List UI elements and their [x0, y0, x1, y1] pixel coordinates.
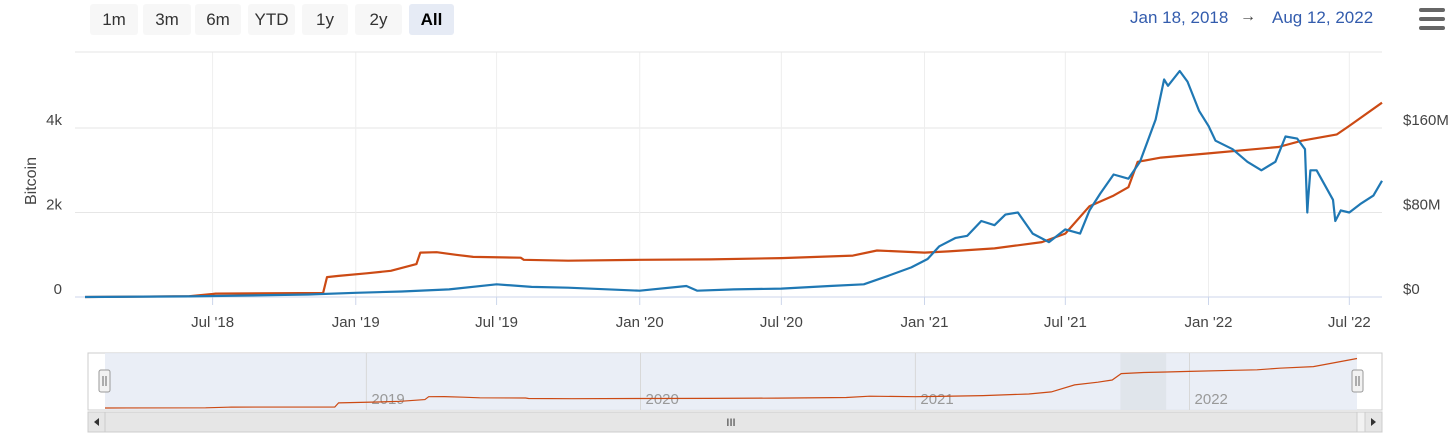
navigator-series-line: [104, 357, 1358, 409]
y2-tick-label: $80M: [1403, 197, 1441, 214]
navigator-tick-label: 2019: [371, 391, 404, 408]
y-tick-label: 2k: [46, 197, 62, 214]
x-tick-label: Jul '20: [760, 314, 803, 331]
x-tick-label: Jul '19: [475, 314, 518, 331]
x-axis: Jul '18 Jan '19 Jul '19 Jan '20 Jul '20 Jan '…: [75, 296, 1382, 331]
y-axis-left: 0 2k 4k: [46, 112, 62, 298]
scroll-right-arrow-icon: [1371, 418, 1376, 426]
scroll-right-button[interactable]: [1364, 411, 1383, 433]
series-layer: [84, 69, 1383, 299]
range-button-1m[interactable]: 1m: [90, 4, 138, 35]
navigator-selected-range[interactable]: [105, 353, 1357, 410]
range-button-ytd[interactable]: YTD: [248, 4, 295, 35]
x-tick-label: Jul '18: [191, 314, 234, 331]
navigator[interactable]: 2019 2020 2021 2022: [87, 352, 1383, 411]
x-tick-label: Jul '22: [1328, 314, 1371, 331]
navigator-right-handle[interactable]: [1351, 369, 1364, 393]
x-tick-label: Jul '21: [1044, 314, 1087, 331]
hamburger-menu-icon[interactable]: [1419, 8, 1445, 32]
y-axis-right: $0 $80M $160M: [1403, 112, 1449, 298]
scrollbar[interactable]: III: [87, 411, 1383, 433]
y-tick-label: 4k: [46, 112, 62, 129]
range-button-1y[interactable]: 1y: [302, 4, 348, 35]
date-from-input[interactable]: Jan 18, 2018: [1130, 8, 1229, 27]
x-tick-label: Jan '21: [901, 314, 949, 331]
scroll-left-arrow-icon: [94, 418, 99, 426]
range-button-3m[interactable]: 3m: [143, 4, 191, 35]
range-button-all[interactable]: All: [409, 4, 454, 35]
navigator-grid: 2019 2020 2021 2022: [365, 353, 1228, 410]
navigator-data-gap: [1120, 353, 1167, 410]
y2-tick-label: $0: [1403, 281, 1420, 298]
scrollbar-grip: III: [726, 417, 735, 429]
x-tick-label: Jan '22: [1185, 314, 1233, 331]
series-line-1: [84, 69, 1383, 299]
y2-tick-label: $160M: [1403, 112, 1449, 129]
range-button-6m[interactable]: 6m: [195, 4, 241, 35]
x-tick-label: Jan '20: [616, 314, 664, 331]
scroll-left-button[interactable]: [87, 411, 106, 433]
x-tick-label: Jan '19: [332, 314, 380, 331]
grid: [75, 52, 1382, 298]
range-button-2y[interactable]: 2y: [355, 4, 402, 35]
navigator-left-handle[interactable]: [98, 369, 111, 393]
series-line-0: [84, 101, 1383, 299]
navigator-tick-label: 2020: [645, 391, 678, 408]
date-to-input[interactable]: Aug 12, 2022: [1272, 8, 1374, 27]
navigator-tick-label: 2022: [1195, 391, 1228, 408]
y-axis-title: Bitcoin: [23, 157, 40, 205]
y-tick-label: 0: [54, 281, 62, 298]
navigator-tick-label: 2021: [920, 391, 953, 408]
date-range-arrow: →: [1240, 8, 1256, 25]
